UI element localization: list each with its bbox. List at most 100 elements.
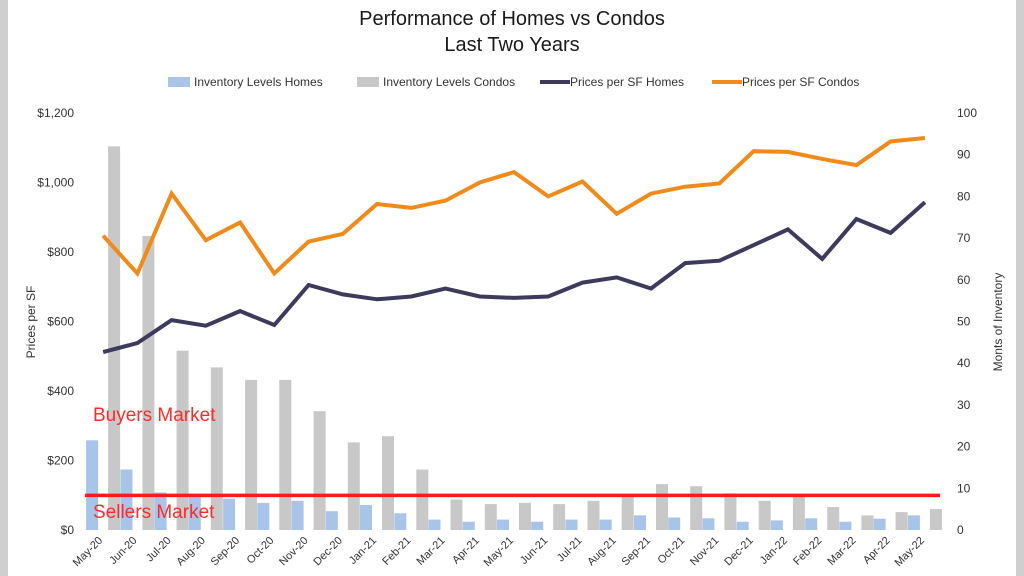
y-left-tick-label: $600: [47, 315, 74, 329]
bar-condos-22: [861, 515, 874, 530]
bar-homes-18: [702, 518, 715, 530]
bar-homes-21: [805, 518, 818, 530]
bar-condos-17: [690, 486, 703, 530]
y-right-tick-label: 80: [957, 189, 971, 203]
line-homes-price: [102, 200, 927, 355]
bar-condos-16: [656, 484, 668, 530]
chart-title: Performance of Homes vs Condos: [359, 8, 665, 30]
bar-homes-9: [394, 513, 407, 530]
x-tick-label: Jan-21: [347, 535, 379, 567]
bar-homes-12: [497, 519, 509, 530]
bar-condos-4: [245, 379, 258, 530]
bar-condos-0: [108, 146, 121, 530]
bar-condos-20: [792, 496, 805, 530]
y-left-tick-label: $1,000: [37, 176, 74, 190]
bar-homes-13: [531, 521, 544, 530]
x-tick-label: Mar-22: [825, 535, 858, 568]
x-tick-label: Dec-20: [311, 535, 345, 569]
x-tick-label: May-22: [893, 535, 927, 569]
buyers-market-label: Buyers Market: [93, 405, 216, 426]
y-right-tick-label: 60: [957, 273, 971, 287]
bar-condos-8: [382, 436, 394, 530]
bar-condos-23: [895, 512, 908, 530]
x-tick-label: Jul-20: [144, 535, 174, 565]
y-right-tick-label: 20: [957, 440, 971, 454]
chart-subtitle: Last Two Years: [444, 34, 579, 56]
bar-condos-19: [758, 500, 771, 530]
x-tick-label: Nov-21: [688, 535, 722, 569]
bar-homes-24: [907, 515, 920, 530]
y-left-axis-label: Prices per SF: [24, 286, 38, 359]
x-tick-label: Sep-20: [209, 535, 243, 569]
bar-condos-15: [621, 494, 634, 530]
x-tick-label: Feb-22: [791, 535, 824, 568]
bar-homes-10: [428, 519, 441, 530]
x-tick-label: Oct-21: [655, 535, 687, 567]
y-left-tick-label: $0: [61, 523, 75, 537]
chart-legend: Inventory Levels Homes Inventory Levels C…: [168, 75, 859, 89]
bar-homes-23: [873, 518, 886, 530]
lines-layer: [101, 136, 927, 355]
bar-condos-11: [484, 504, 497, 530]
legend-swatch: [168, 77, 190, 87]
bar-condos-24: [929, 509, 942, 530]
bar-condos-1: [142, 236, 155, 530]
bar-homes-15: [599, 519, 612, 530]
bar-homes-0: [86, 440, 99, 530]
x-tick-label: Nov-20: [277, 535, 311, 569]
bar-condos-12: [519, 502, 531, 530]
line-condos-price: [101, 136, 926, 278]
y-right-tick-label: 30: [957, 398, 971, 412]
bar-homes-16: [634, 515, 646, 530]
y-right-tick-label: 0: [957, 523, 964, 537]
y-right-axis-label: Monts of Inventory: [991, 273, 1005, 372]
x-tick-label: Oct-20: [245, 535, 277, 567]
bar-homes-2: [154, 492, 167, 530]
y-right-tick-label: 100: [957, 106, 977, 120]
bar-condos-18: [724, 493, 737, 530]
x-tick-label: Sep-21: [620, 535, 654, 569]
bar-condos-10: [450, 499, 463, 530]
x-tick-label: Jun-21: [518, 535, 550, 567]
bar-homes-7: [325, 511, 338, 530]
y-left-tick-label: $200: [47, 454, 74, 468]
bar-condos-14: [587, 500, 600, 530]
legend-label: Prices per SF Homes: [570, 75, 684, 89]
x-tick-label: Aug-21: [585, 535, 619, 569]
bar-condos-21: [827, 507, 840, 530]
x-tick-label: Feb-21: [380, 535, 413, 568]
bar-condos-5: [279, 379, 292, 530]
bar-homes-5: [257, 502, 270, 530]
bar-homes-20: [770, 520, 783, 530]
y-right-tick-label: 10: [957, 481, 971, 495]
y-right-tick-label: 70: [957, 231, 971, 245]
x-tick-label: Jul-21: [555, 535, 585, 565]
legend-label: Inventory Levels Homes: [194, 75, 323, 89]
bars-layer: [86, 146, 942, 530]
y-left-tick-label: $400: [47, 384, 74, 398]
x-tick-label: Jun-20: [107, 535, 139, 567]
x-tick-label: Dec-21: [722, 535, 756, 569]
bar-homes-3: [188, 496, 201, 530]
y-left-tick-label: $800: [47, 245, 74, 259]
bar-homes-6: [291, 500, 304, 530]
y-left-tick-label: $1,200: [37, 106, 74, 120]
bar-condos-9: [416, 469, 429, 530]
right-border: [1016, 0, 1024, 576]
sellers-market-label: Sellers Market: [93, 502, 215, 523]
bar-condos-6: [313, 411, 326, 530]
bar-condos-13: [553, 504, 566, 530]
x-tick-label: Mar-21: [414, 535, 447, 568]
legend-swatch: [357, 77, 379, 87]
y-right-tick-label: 90: [957, 148, 971, 162]
bar-homes-17: [668, 517, 681, 530]
x-tick-label: Aug-20: [174, 535, 208, 569]
bar-condos-7: [347, 442, 360, 530]
bar-homes-19: [736, 521, 749, 530]
x-tick-label: Apr-21: [450, 535, 482, 567]
bar-homes-22: [839, 521, 852, 530]
bar-homes-14: [565, 519, 578, 530]
bar-condos-3: [210, 367, 223, 530]
bar-homes-11: [462, 521, 475, 530]
